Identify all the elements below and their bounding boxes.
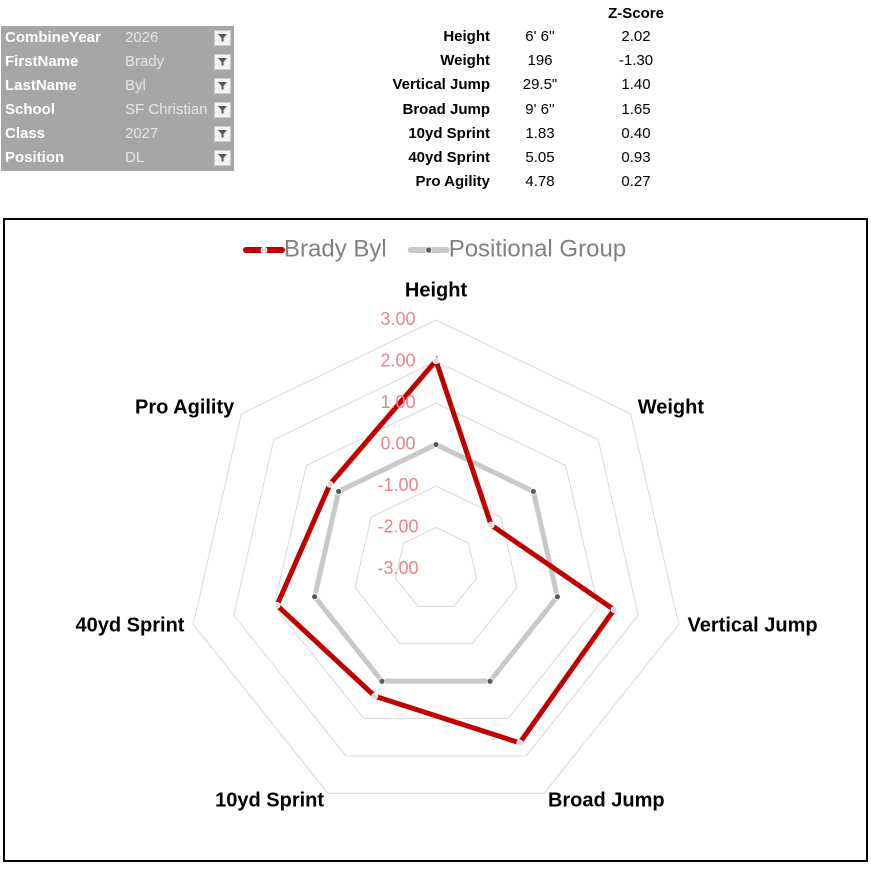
axis-label: Height xyxy=(405,279,468,301)
radial-tick-label: 3.00 xyxy=(380,309,415,329)
metric-value: 9' 6'' xyxy=(525,100,555,118)
data-point xyxy=(516,739,524,747)
metric-label: 10yd Sprint xyxy=(408,124,490,142)
radial-tick-label: 2.00 xyxy=(380,350,415,370)
stats-table: Z-Score Height 6' 6'' 2.02 Weight 196 -1.30 Ver… xyxy=(0,0,875,200)
filter-value: 2026 xyxy=(125,29,159,46)
z-score: 1.40 xyxy=(621,76,651,94)
metric-value: 4.78 xyxy=(525,173,555,191)
filter-label: LastName xyxy=(5,77,77,94)
grid-ring xyxy=(394,526,478,607)
filter-icon xyxy=(218,106,227,114)
grid-ring xyxy=(273,402,599,720)
legend-marker xyxy=(425,246,433,254)
axis-label: Broad Jump xyxy=(548,790,665,812)
filter-row: School SF Christian xyxy=(1,98,234,122)
data-point xyxy=(371,692,379,700)
data-point xyxy=(553,593,561,601)
filter-label: School xyxy=(5,101,56,118)
filter-value: 2027 xyxy=(125,125,159,142)
table-header: Z-Score xyxy=(608,5,664,22)
data-point xyxy=(273,601,281,609)
metric-value: 1.83 xyxy=(525,124,555,142)
filter-panel: CombineYear 2026 FirstName Brady LastName Byl… xyxy=(1,26,234,171)
filter-icon xyxy=(218,154,227,162)
data-point xyxy=(326,480,334,488)
radial-tick-label: -3.00 xyxy=(377,558,418,578)
data-point xyxy=(432,441,440,448)
filter-value: SF Christian xyxy=(125,101,208,118)
filter-value: DL xyxy=(125,149,145,166)
grid-ring xyxy=(314,443,558,682)
data-point xyxy=(610,606,618,614)
radial-tick-label: 0.00 xyxy=(380,433,415,453)
filter-row: Class 2027 xyxy=(1,122,234,146)
data-point xyxy=(432,357,440,365)
axis-label: Vertical Jump xyxy=(688,615,818,637)
filter-value: Brady xyxy=(125,53,165,70)
metric-value: 29.5" xyxy=(522,76,558,94)
axis-label: 40yd Sprint xyxy=(76,615,185,637)
legend-label: Positional Group xyxy=(449,235,626,262)
chart-frame xyxy=(3,218,868,862)
filter-button[interactable] xyxy=(214,54,231,70)
z-score: 0.93 xyxy=(621,149,651,166)
metric-value: 6' 6'' xyxy=(525,28,555,45)
grid-ring xyxy=(233,360,639,757)
grid-ring xyxy=(192,319,680,794)
metric-label: Weight xyxy=(440,52,490,70)
filter-label: CombineYear xyxy=(5,29,101,46)
axis-label: 10yd Sprint xyxy=(215,790,324,812)
filter-button[interactable] xyxy=(214,102,231,118)
filter-label: Class xyxy=(5,125,46,142)
data-point xyxy=(335,487,343,495)
data-point xyxy=(311,593,319,601)
filter-icon xyxy=(218,130,227,138)
data-point xyxy=(378,677,386,685)
radial-tick-label: -2.00 xyxy=(377,516,418,536)
filter-row: CombineYear 2026 xyxy=(1,26,234,50)
z-score: 1.65 xyxy=(621,100,651,118)
axis-label: Weight xyxy=(638,396,705,418)
metric-value: 5.05 xyxy=(525,149,555,166)
data-point xyxy=(486,677,494,685)
filter-label: Position xyxy=(5,149,65,166)
filter-label: FirstName xyxy=(5,53,79,70)
data-point xyxy=(487,521,495,529)
metric-label: Vertical Jump xyxy=(392,76,490,94)
z-score: 2.02 xyxy=(621,28,651,45)
filter-row: LastName Byl xyxy=(1,74,234,98)
filter-button[interactable] xyxy=(214,150,231,166)
filter-icon xyxy=(218,82,227,90)
filter-row: FirstName Brady xyxy=(1,50,234,74)
legend-marker xyxy=(260,246,268,254)
filter-button[interactable] xyxy=(214,126,231,142)
series-line xyxy=(311,441,561,684)
radial-tick-label: -1.00 xyxy=(377,475,418,495)
series-line xyxy=(273,355,618,746)
metric-label: Height xyxy=(443,28,490,45)
axis-label: Pro Agility xyxy=(135,396,235,418)
grid-ring xyxy=(354,485,518,645)
metric-label: Pro Agility xyxy=(415,173,490,191)
legend-label: Brady Byl xyxy=(284,235,387,262)
z-score: 0.27 xyxy=(621,173,651,191)
z-score: -1.30 xyxy=(618,52,654,70)
filter-button[interactable] xyxy=(214,78,231,94)
data-point xyxy=(529,487,537,495)
filter-icon xyxy=(218,34,227,42)
metric-value: 196 xyxy=(527,52,553,70)
filter-value: Byl xyxy=(125,77,146,94)
metric-label: Broad Jump xyxy=(402,100,490,118)
filter-icon xyxy=(218,58,227,66)
metric-label: 40yd Sprint xyxy=(408,149,490,166)
z-score: 0.40 xyxy=(621,124,651,142)
filter-row: Position DL xyxy=(1,146,234,170)
radial-tick-label: 1.00 xyxy=(380,392,415,412)
filter-button[interactable] xyxy=(214,30,231,46)
